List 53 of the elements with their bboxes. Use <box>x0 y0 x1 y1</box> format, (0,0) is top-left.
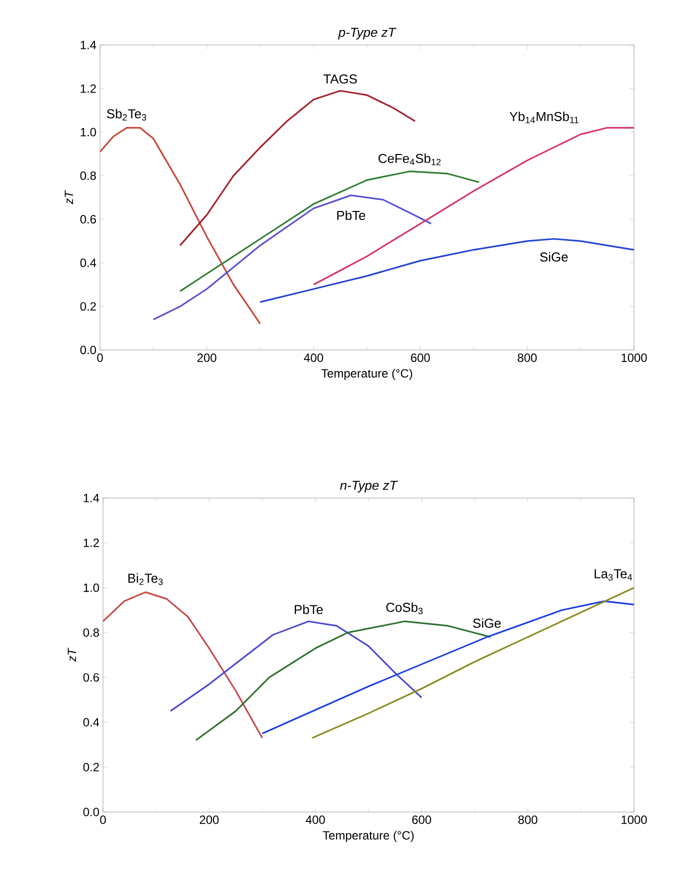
series-label: CeFe$_{4}$Sb$_{12}$ <box>378 154 441 166</box>
line-series <box>312 126 634 286</box>
y-tick-label: 0.8 <box>80 171 96 180</box>
line-series <box>100 126 262 325</box>
y-tick-label: 0.4 <box>83 718 100 727</box>
y-axis-title: zT <box>68 648 76 662</box>
series-label: Bi$_{2}$Te$_{3}$ <box>128 573 163 586</box>
x-tick-label: 600 <box>412 816 432 824</box>
y-tick-label: 0.6 <box>80 215 96 224</box>
series-label: Sb$_{2}$Te$_{3}$ <box>106 108 146 121</box>
y-tick-label: 1.4 <box>84 494 100 502</box>
y-tick-label: 0.2 <box>83 762 99 772</box>
y-tick-label: 1.2 <box>80 84 96 93</box>
series-label: TAGS <box>323 74 357 84</box>
x-tick-label: 1000 <box>622 816 647 824</box>
series-label: SiGe <box>473 618 501 628</box>
series-label: PbTe <box>294 604 323 614</box>
y-tick-label: 1.0 <box>84 583 100 592</box>
y-axis-title: zT <box>64 190 74 204</box>
series-label: PbTe <box>337 210 366 220</box>
x-tick-label: 200 <box>200 816 219 824</box>
line-series <box>152 194 432 320</box>
y-tick-label: 0.2 <box>80 302 96 311</box>
x-tick-label: 800 <box>518 354 537 362</box>
x-tick-label: 0 <box>100 816 106 824</box>
chart-title: n-Type zT <box>340 480 398 492</box>
series-label: CoSb$_{3}$ <box>386 602 423 614</box>
x-axis-title: Temperature (°C) <box>322 830 414 842</box>
y-tick-label: 1.2 <box>84 538 99 548</box>
chart-title: p-Type zT <box>338 28 396 40</box>
line-series <box>179 90 416 246</box>
series-label: Yb$_{14}$MnSb$_{11}$ <box>510 112 578 124</box>
x-tick-label: 800 <box>518 816 538 824</box>
line-series <box>179 170 480 292</box>
y-tick-label: 0.8 <box>83 628 99 637</box>
x-tick-label: 200 <box>197 354 216 362</box>
series-label: SiGe <box>540 252 568 262</box>
y-tick-label: 1.4 <box>80 40 96 50</box>
series-label: La$_{3}$Te$_{4}$ <box>594 569 632 581</box>
x-tick-label: 1000 <box>622 354 647 362</box>
y-tick-label: 0.0 <box>80 346 96 354</box>
line-series <box>262 600 634 734</box>
y-tick-label: 0.6 <box>83 673 99 682</box>
y-tick-label: 1.0 <box>80 128 96 136</box>
y-tick-label: 0.0 <box>83 808 100 816</box>
x-tick-label: 600 <box>411 354 430 362</box>
line-series <box>259 238 634 303</box>
x-axis-title: Temperature (°C) <box>321 368 412 380</box>
x-tick-label: 0 <box>97 354 103 362</box>
x-tick-label: 400 <box>306 816 325 824</box>
y-tick-label: 0.4 <box>80 258 96 268</box>
line-series <box>103 591 264 739</box>
x-tick-label: 400 <box>304 354 324 362</box>
